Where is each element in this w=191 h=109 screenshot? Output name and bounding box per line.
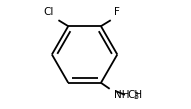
Text: 3: 3 [134,92,139,101]
Text: NH: NH [114,90,129,100]
Text: CH: CH [128,90,143,100]
Text: Cl: Cl [43,7,53,17]
Text: F: F [114,7,120,17]
